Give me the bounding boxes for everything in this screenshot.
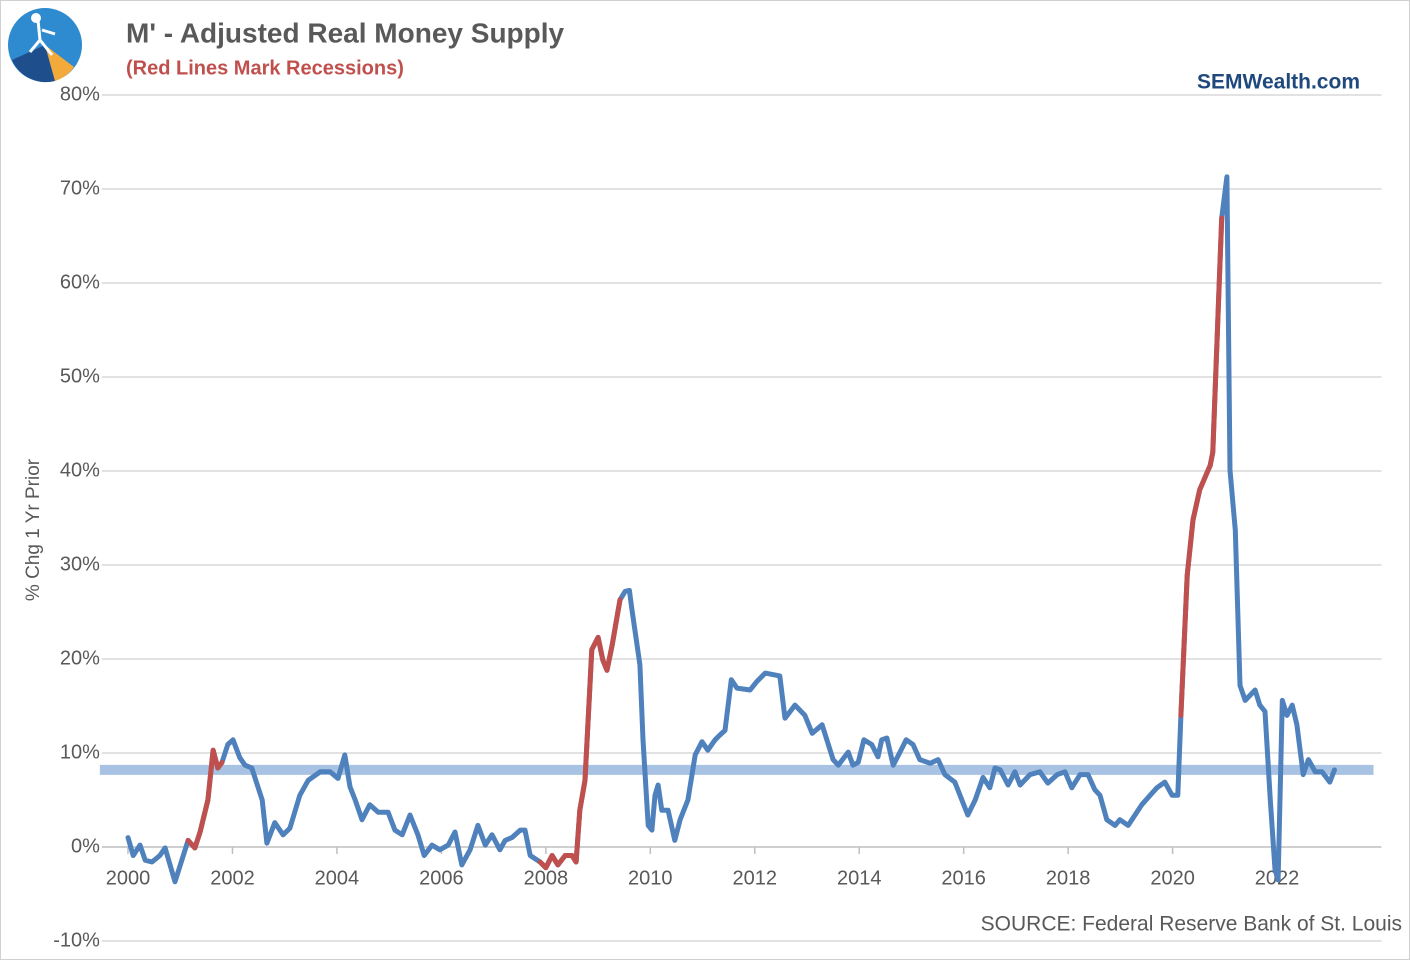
y-tick-label: 20% — [60, 647, 100, 669]
y-tick-label: -10% — [53, 929, 100, 951]
x-tick-label: 2000 — [106, 867, 151, 889]
y-tick-label: 10% — [60, 741, 100, 763]
source-note: SOURCE: Federal Reserve Bank of St. Loui… — [981, 913, 1402, 936]
x-tick-label: 2014 — [837, 867, 882, 889]
brand: SEMWealth.com — [1197, 71, 1360, 94]
y-axis-label: % Chg 1 Yr Prior — [23, 458, 44, 601]
x-tick-label: 2016 — [941, 867, 986, 889]
y-tick-label: 70% — [60, 177, 100, 199]
y-tick-label: 60% — [60, 271, 100, 293]
y-tick-label: 40% — [60, 459, 100, 481]
x-tick-label: 2002 — [210, 867, 255, 889]
x-tick-label: 2018 — [1046, 867, 1091, 889]
data-line — [185, 215, 1225, 871]
data-line — [125, 174, 1337, 885]
y-tick-label: 0% — [71, 835, 100, 857]
y-tick-label: 80% — [60, 83, 100, 105]
x-tick-label: 2004 — [315, 867, 360, 889]
chart-title: M' - Adjusted Real Money Supply — [126, 17, 565, 48]
y-tick-label: 30% — [60, 553, 100, 575]
x-tick-label: 2006 — [419, 867, 464, 889]
x-tick-label: 2020 — [1150, 867, 1195, 889]
x-tick-label: 2012 — [733, 867, 778, 889]
chart-subtitle: (Red Lines Mark Recessions) — [126, 57, 404, 79]
x-tick-label: 2008 — [524, 867, 569, 889]
y-tick-label: 50% — [60, 365, 100, 387]
logo — [8, 8, 82, 83]
x-tick-label: 2010 — [628, 867, 673, 889]
